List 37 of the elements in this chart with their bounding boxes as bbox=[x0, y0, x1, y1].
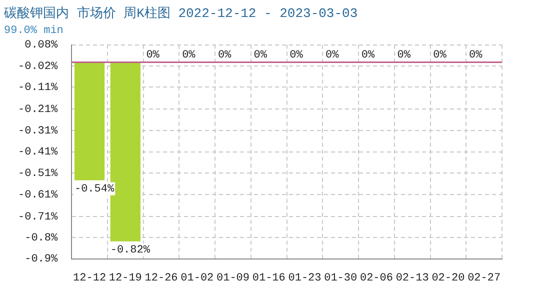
y-tick-label: 0.08% bbox=[24, 40, 58, 52]
y-tick-label: -0.21% bbox=[18, 104, 58, 116]
y-tick-label: -0.8% bbox=[24, 232, 58, 244]
x-tick-label: 02-06 bbox=[360, 272, 393, 284]
data-label: 0% bbox=[218, 50, 232, 62]
x-tick-label: 01-23 bbox=[288, 272, 322, 284]
data-label: 0% bbox=[146, 50, 160, 62]
data-label: -0.82% bbox=[110, 244, 150, 257]
data-label: 0% bbox=[361, 50, 376, 62]
data-label: 0% bbox=[397, 50, 411, 62]
data-label: 0% bbox=[433, 50, 447, 62]
y-tick-label: -0.71% bbox=[18, 211, 58, 224]
data-label: 0% bbox=[469, 50, 483, 62]
y-tick-label: -0.9% bbox=[24, 254, 58, 266]
x-tick-label: 12-26 bbox=[144, 272, 178, 284]
x-tick-label: 01-30 bbox=[324, 272, 358, 284]
x-tick-label: 02-27 bbox=[468, 272, 501, 284]
data-label: 0% bbox=[326, 50, 340, 62]
x-tick-label: 12-12 bbox=[73, 272, 106, 284]
x-tick-label: 01-16 bbox=[252, 272, 286, 284]
y-tick-label: -0.41% bbox=[18, 146, 58, 159]
x-tick-label: 01-09 bbox=[216, 272, 250, 284]
chart-title: 碳酸钾国内 市场价 周K柱图 2022-12-12 - 2023-03-03 bbox=[3, 6, 358, 22]
x-tick-label: 02-13 bbox=[396, 272, 429, 284]
chart-subtitle: 99.0% min bbox=[4, 25, 64, 38]
y-tick-label: -0.11% bbox=[18, 82, 58, 94]
x-tick-label: 12-19 bbox=[108, 272, 142, 284]
y-tick-label: -0.31% bbox=[18, 125, 58, 138]
data-label: 0% bbox=[290, 50, 304, 62]
data-label: -0.54% bbox=[74, 184, 114, 196]
y-tick-label: -0.51% bbox=[18, 168, 58, 180]
x-tick-label: 01-02 bbox=[180, 272, 214, 284]
y-tick-label: -0.02% bbox=[18, 61, 58, 74]
x-tick-label: 02-20 bbox=[432, 272, 465, 284]
y-tick-label: -0.61% bbox=[18, 190, 58, 202]
data-label: 0% bbox=[254, 50, 268, 62]
data-label: 0% bbox=[182, 50, 196, 62]
